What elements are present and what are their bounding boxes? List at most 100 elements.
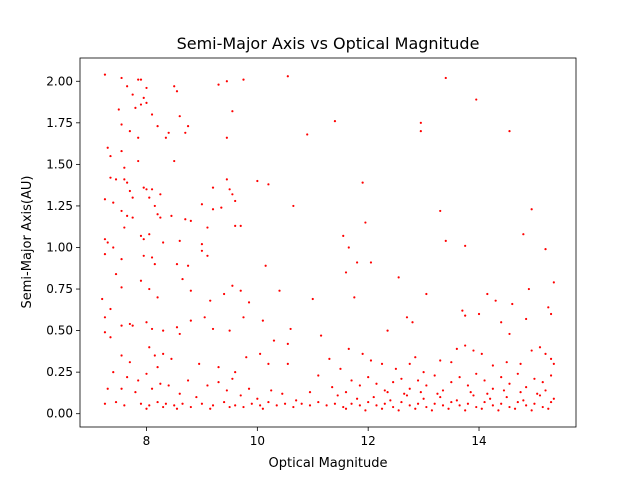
data-point	[198, 362, 201, 365]
data-point	[126, 181, 129, 184]
data-point	[181, 402, 184, 405]
data-point	[164, 402, 167, 405]
data-point	[222, 400, 226, 404]
data-point	[145, 321, 148, 324]
data-point	[225, 178, 228, 181]
data-point	[403, 392, 406, 395]
data-point	[475, 98, 478, 101]
data-point	[441, 404, 445, 407]
data-point	[206, 254, 209, 257]
data-point	[162, 352, 165, 355]
data-point	[200, 249, 204, 252]
data-point	[128, 361, 131, 364]
x-tick-label: 8	[143, 434, 151, 448]
data-point	[159, 382, 162, 385]
data-point	[156, 366, 159, 369]
data-point	[358, 384, 361, 387]
data-point	[178, 332, 181, 336]
data-point	[361, 352, 364, 355]
data-point	[367, 376, 370, 379]
data-point	[419, 121, 422, 124]
data-point	[261, 407, 264, 410]
data-point	[466, 402, 470, 405]
data-point	[101, 297, 104, 301]
data-point	[173, 159, 176, 163]
data-point	[319, 334, 323, 337]
data-point	[355, 261, 359, 264]
data-point	[103, 238, 107, 241]
data-point	[206, 226, 209, 229]
data-point	[292, 204, 295, 208]
data-point	[109, 176, 112, 179]
data-point	[347, 347, 350, 350]
data-points	[101, 73, 555, 412]
data-point	[405, 394, 409, 397]
data-point	[466, 384, 470, 387]
data-point	[469, 390, 472, 394]
data-point	[386, 329, 389, 332]
y-tick-label: 0.25	[46, 365, 73, 379]
data-point	[281, 392, 284, 395]
data-point	[433, 402, 436, 405]
data-point	[234, 404, 237, 407]
data-point	[137, 159, 140, 163]
data-point	[139, 103, 143, 106]
data-point	[170, 357, 173, 360]
data-point	[259, 352, 262, 355]
data-point	[117, 108, 120, 111]
data-point	[173, 404, 176, 407]
data-point	[162, 405, 165, 409]
data-point	[123, 178, 126, 181]
data-point	[461, 309, 464, 312]
data-point	[408, 404, 411, 407]
data-point	[123, 166, 126, 169]
data-point	[156, 400, 159, 404]
data-point	[538, 394, 542, 397]
data-point	[139, 78, 143, 81]
data-point	[361, 181, 364, 184]
data-point	[549, 312, 553, 316]
data-point	[408, 387, 411, 390]
data-point	[148, 196, 151, 199]
data-point	[491, 404, 494, 407]
data-point	[358, 404, 361, 407]
data-point	[137, 136, 140, 139]
data-point	[475, 372, 478, 375]
data-point	[234, 371, 237, 374]
data-point	[126, 214, 129, 218]
data-point	[120, 149, 123, 153]
data-point	[120, 286, 123, 289]
data-point	[181, 277, 184, 281]
data-point	[422, 397, 425, 400]
data-point	[519, 362, 522, 365]
data-point	[516, 372, 519, 375]
data-point	[175, 326, 179, 329]
data-point	[148, 287, 151, 291]
data-point	[267, 400, 270, 404]
data-point	[541, 381, 544, 384]
data-point	[408, 362, 411, 365]
data-point	[178, 115, 181, 118]
data-point	[425, 292, 428, 296]
data-point	[153, 204, 156, 208]
data-point	[109, 307, 112, 311]
data-point	[383, 389, 386, 392]
data-point	[109, 336, 112, 339]
data-point	[139, 279, 143, 282]
data-point	[103, 331, 107, 334]
data-point	[184, 131, 187, 134]
data-point	[525, 404, 528, 407]
data-point	[153, 354, 156, 357]
chart-title: Semi-Major Axis vs Optical Magnitude	[177, 34, 480, 53]
data-point	[397, 409, 400, 412]
data-point	[167, 384, 170, 387]
data-point	[472, 349, 475, 352]
data-point	[511, 302, 514, 306]
data-point	[137, 379, 140, 382]
data-point	[162, 329, 165, 332]
data-point	[112, 371, 115, 374]
data-point	[455, 399, 458, 402]
data-point	[114, 272, 118, 276]
data-point	[344, 407, 348, 410]
